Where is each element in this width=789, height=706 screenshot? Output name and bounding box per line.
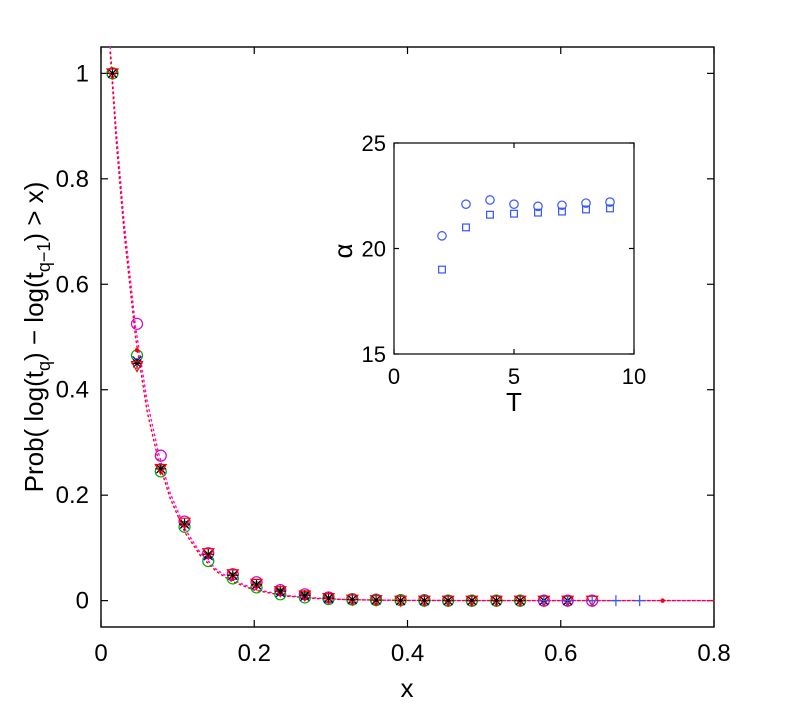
main-point-star <box>251 579 263 591</box>
main-y-label-sub2: q−1 <box>34 242 54 273</box>
inset-point-circle <box>461 199 471 209</box>
main-y-tick-label: 0 <box>76 588 89 615</box>
main-point-triangle <box>201 548 215 560</box>
inset-point-circle <box>533 201 543 212</box>
main-y-tick-label: 0.8 <box>56 166 89 193</box>
inset-point-circle <box>485 195 495 205</box>
inset-point-square <box>606 204 614 213</box>
main-point-dot <box>134 347 140 353</box>
inset-y-tick-label: 15 <box>362 342 386 367</box>
inset-point-circle <box>605 197 615 207</box>
main-x-axis-label: x <box>401 673 414 703</box>
main-x-tick-label: 0.8 <box>697 640 730 667</box>
inset-point-square <box>582 205 590 214</box>
main-fit-curve <box>109 51 715 602</box>
inset-y-axis-label: α <box>328 243 358 258</box>
main-x-tick-label: 0 <box>94 640 107 667</box>
main-y-axis-label: Prob( log(tq) − log(tq−1) > x) <box>19 182 54 493</box>
main-point-triangle <box>394 595 408 608</box>
inset-plot-frame <box>393 142 635 355</box>
main-point-triangle <box>273 586 287 598</box>
inset-point-square <box>486 210 494 219</box>
inset-x-ticks: 0 5 10 <box>388 143 646 389</box>
main-y-tick-label: 1 <box>76 60 89 87</box>
main-point-plus <box>634 595 646 607</box>
main-point-dot <box>660 598 665 603</box>
main-point-plus <box>610 595 622 607</box>
main-x-tick-label: 0.6 <box>544 640 577 667</box>
inset-point-circle <box>509 199 519 209</box>
main-point-plus <box>562 595 574 607</box>
main-y-ticks: 0 0.2 0.4 0.6 0.8 1 <box>56 60 714 615</box>
inset-point-circle <box>437 231 447 241</box>
main-point-triangle <box>178 517 192 530</box>
main-y-tick-label: 0.6 <box>56 271 89 298</box>
inset-x-axis-label: T <box>506 387 522 417</box>
main-y-label-sub1: q <box>34 361 54 371</box>
inset-axes: 0 5 10 15 20 25 T α <box>328 131 646 417</box>
main-y-tick-label: 0.2 <box>56 482 89 509</box>
inset-point-square <box>462 223 470 232</box>
main-fit-curves <box>109 46 715 602</box>
main-point-triangle <box>345 594 359 607</box>
main-point-triangle <box>250 578 264 591</box>
main-point-triangle <box>465 595 479 608</box>
inset-x-tick-label: 0 <box>388 364 400 389</box>
inset-point-square <box>438 265 446 274</box>
inset-y-tick-label: 25 <box>362 131 386 156</box>
inset-y-tick-label: 20 <box>362 237 386 262</box>
main-x-tick-label: 0.4 <box>391 640 424 667</box>
main-y-label-middle: ) − log(t <box>19 271 49 361</box>
inset-point-circle <box>581 198 591 208</box>
main-x-ticks: 0 0.2 0.4 0.6 0.8 <box>94 47 731 667</box>
main-point-triangle <box>417 595 431 608</box>
main-data-points <box>105 67 665 608</box>
main-point-triangle <box>489 595 503 608</box>
main-point-triangle <box>154 463 168 476</box>
main-point-triangle <box>369 595 383 607</box>
main-y-label-suffix: ) > x) <box>19 182 49 242</box>
main-point-plus <box>586 595 598 607</box>
main-point-triangle <box>322 592 336 605</box>
main-axes: 0 0.2 0.4 0.6 0.8 0 0.2 0.4 0.6 0.8 1 x Prob( log… <box>19 46 731 703</box>
inset-point-square <box>510 209 518 218</box>
inset-point-circle <box>557 200 567 211</box>
inset-y-ticks: 15 20 25 <box>362 131 634 367</box>
main-point-triangle <box>513 595 527 608</box>
main-y-tick-label: 0.4 <box>56 377 89 404</box>
main-point-plus <box>538 595 550 607</box>
inset-x-tick-label: 5 <box>508 364 520 389</box>
main-point-circle <box>130 317 144 330</box>
inset-point-square <box>534 208 542 217</box>
main-fit-curve <box>109 46 715 602</box>
main-point-circle <box>154 449 167 462</box>
inset-point-square <box>558 207 566 216</box>
inset-x-tick-label: 10 <box>622 364 646 389</box>
main-point-triangle <box>441 595 455 608</box>
main-point-triangle <box>298 590 312 603</box>
main-x-tick-label: 0.2 <box>238 640 271 667</box>
main-point-triangle <box>130 361 144 373</box>
main-y-label-prefix: Prob( log(t <box>19 370 49 492</box>
inset-data-points <box>437 195 615 274</box>
main-point-triangle <box>226 569 240 582</box>
main-point-triangle <box>105 68 120 81</box>
